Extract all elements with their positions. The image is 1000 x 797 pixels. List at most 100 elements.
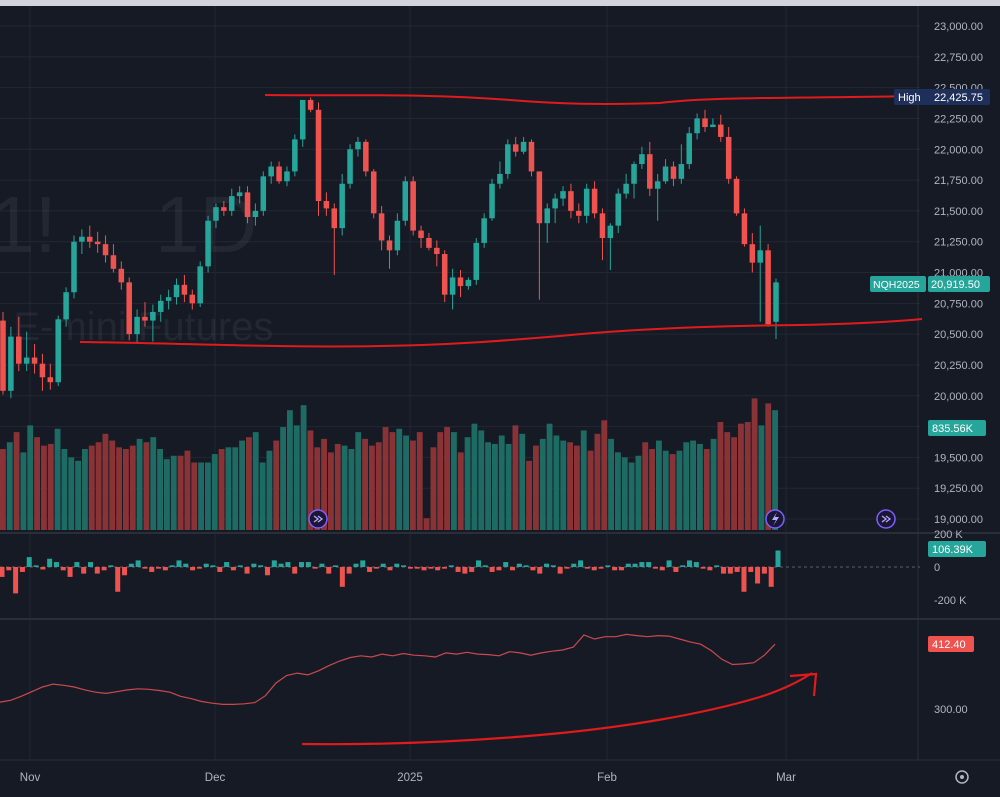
delta-bar <box>578 560 584 567</box>
delta-bar <box>482 565 488 567</box>
volume-bar <box>314 447 321 530</box>
volume-bar <box>382 427 389 530</box>
price-candles <box>0 97 779 399</box>
candle-body <box>544 208 551 224</box>
volume-bar <box>731 437 737 530</box>
volume-bar <box>136 438 143 530</box>
volume-bar <box>95 442 102 530</box>
y-tick-label: 22,250.00 <box>934 113 983 125</box>
y-tick-label: 20,500.00 <box>934 329 983 341</box>
delta-bar <box>122 567 128 576</box>
volume-panel <box>0 398 778 530</box>
volume-bar <box>751 398 758 530</box>
delta-bar <box>707 567 713 571</box>
delta-bar <box>6 567 12 571</box>
delta-bar <box>299 562 305 567</box>
candle-body <box>150 311 156 321</box>
delta-bar <box>367 567 373 572</box>
delta-bar <box>414 567 420 569</box>
candle-body <box>394 220 401 251</box>
volume-bar <box>594 433 601 530</box>
cumulative-line <box>0 633 776 705</box>
delta-bar <box>203 563 209 567</box>
event-markers[interactable] <box>308 509 896 529</box>
delta-bar <box>217 567 223 572</box>
volume-bar <box>703 449 710 530</box>
forward-arrow-event-icon[interactable] <box>876 509 896 529</box>
volume-bar <box>526 460 532 530</box>
candle-body <box>410 181 416 231</box>
resistance-line <box>264 94 926 105</box>
candle-body <box>236 192 243 197</box>
candle-body <box>512 144 519 152</box>
delta-bar <box>156 567 162 569</box>
delta-bar <box>680 565 686 567</box>
candle-body <box>694 118 700 134</box>
trend-arrow-head <box>789 672 818 697</box>
candle-body <box>299 99 306 140</box>
volume-bar <box>410 440 416 530</box>
axis-badges: High 22,425.75 NQH2025 20,919.50 835.56K… <box>870 89 990 652</box>
candle-body <box>434 247 440 255</box>
volume-bar <box>437 432 444 530</box>
volume-bar <box>635 455 642 530</box>
volume-bar <box>170 455 177 530</box>
watermark-symbol: 1! <box>0 180 57 269</box>
delta-bar <box>0 567 5 577</box>
volume-bar <box>109 440 116 530</box>
candle-body <box>457 277 464 287</box>
volume-bar <box>307 430 314 530</box>
candle-body <box>497 173 503 184</box>
volume-bar <box>321 438 327 530</box>
delta-bar <box>224 562 230 567</box>
volume-bar <box>710 438 717 530</box>
candle-body <box>31 357 38 364</box>
delta-bar <box>326 567 332 574</box>
y-tick-label: 19,500.00 <box>934 452 983 464</box>
volume-bar <box>765 403 772 530</box>
cum-badge: 412.40 <box>932 639 966 651</box>
delta-bar <box>305 562 311 567</box>
candle-body <box>765 250 771 325</box>
settings-gear-icon[interactable] <box>955 770 969 784</box>
delta-bar <box>53 562 59 567</box>
volume-bar <box>273 440 280 530</box>
candle-body <box>79 236 85 242</box>
candle-body <box>276 166 282 182</box>
high-badge-value: 22,425.75 <box>934 92 983 104</box>
delta-bar <box>271 560 277 567</box>
delta-bar <box>292 567 298 574</box>
delta-bar <box>128 563 134 567</box>
candle-body <box>725 136 732 179</box>
volume-badge-bg <box>928 420 986 436</box>
support-line <box>79 318 923 348</box>
candle-body <box>87 236 93 242</box>
volume-bar <box>498 435 505 530</box>
x-tick-label: 2025 <box>397 772 423 784</box>
volume-bar <box>13 432 20 530</box>
volume-bar <box>225 447 232 530</box>
candle-body <box>173 284 180 298</box>
forward-arrow-event-icon[interactable] <box>308 509 328 529</box>
candle-body <box>323 201 330 209</box>
volume-bar <box>471 423 478 530</box>
delta-bar <box>441 567 447 569</box>
delta-badge: 106.39K <box>932 544 974 556</box>
delta-bar <box>775 550 781 567</box>
volume-bar <box>478 430 485 530</box>
candle-body <box>505 144 511 174</box>
candle-body <box>702 118 708 128</box>
y-tick-label: 22,000.00 <box>934 144 983 156</box>
volume-bar <box>574 445 580 530</box>
candle-body <box>449 277 456 295</box>
candle-body <box>678 164 685 179</box>
volume-bar <box>615 452 621 530</box>
delta-bar <box>584 567 590 569</box>
volume-bar <box>218 449 225 530</box>
candle-body <box>55 319 61 383</box>
lightning-event-icon[interactable] <box>765 509 785 529</box>
delta-bar <box>475 560 481 567</box>
volume-bar <box>738 423 744 530</box>
y-tick-label: 21,250.00 <box>934 237 983 249</box>
